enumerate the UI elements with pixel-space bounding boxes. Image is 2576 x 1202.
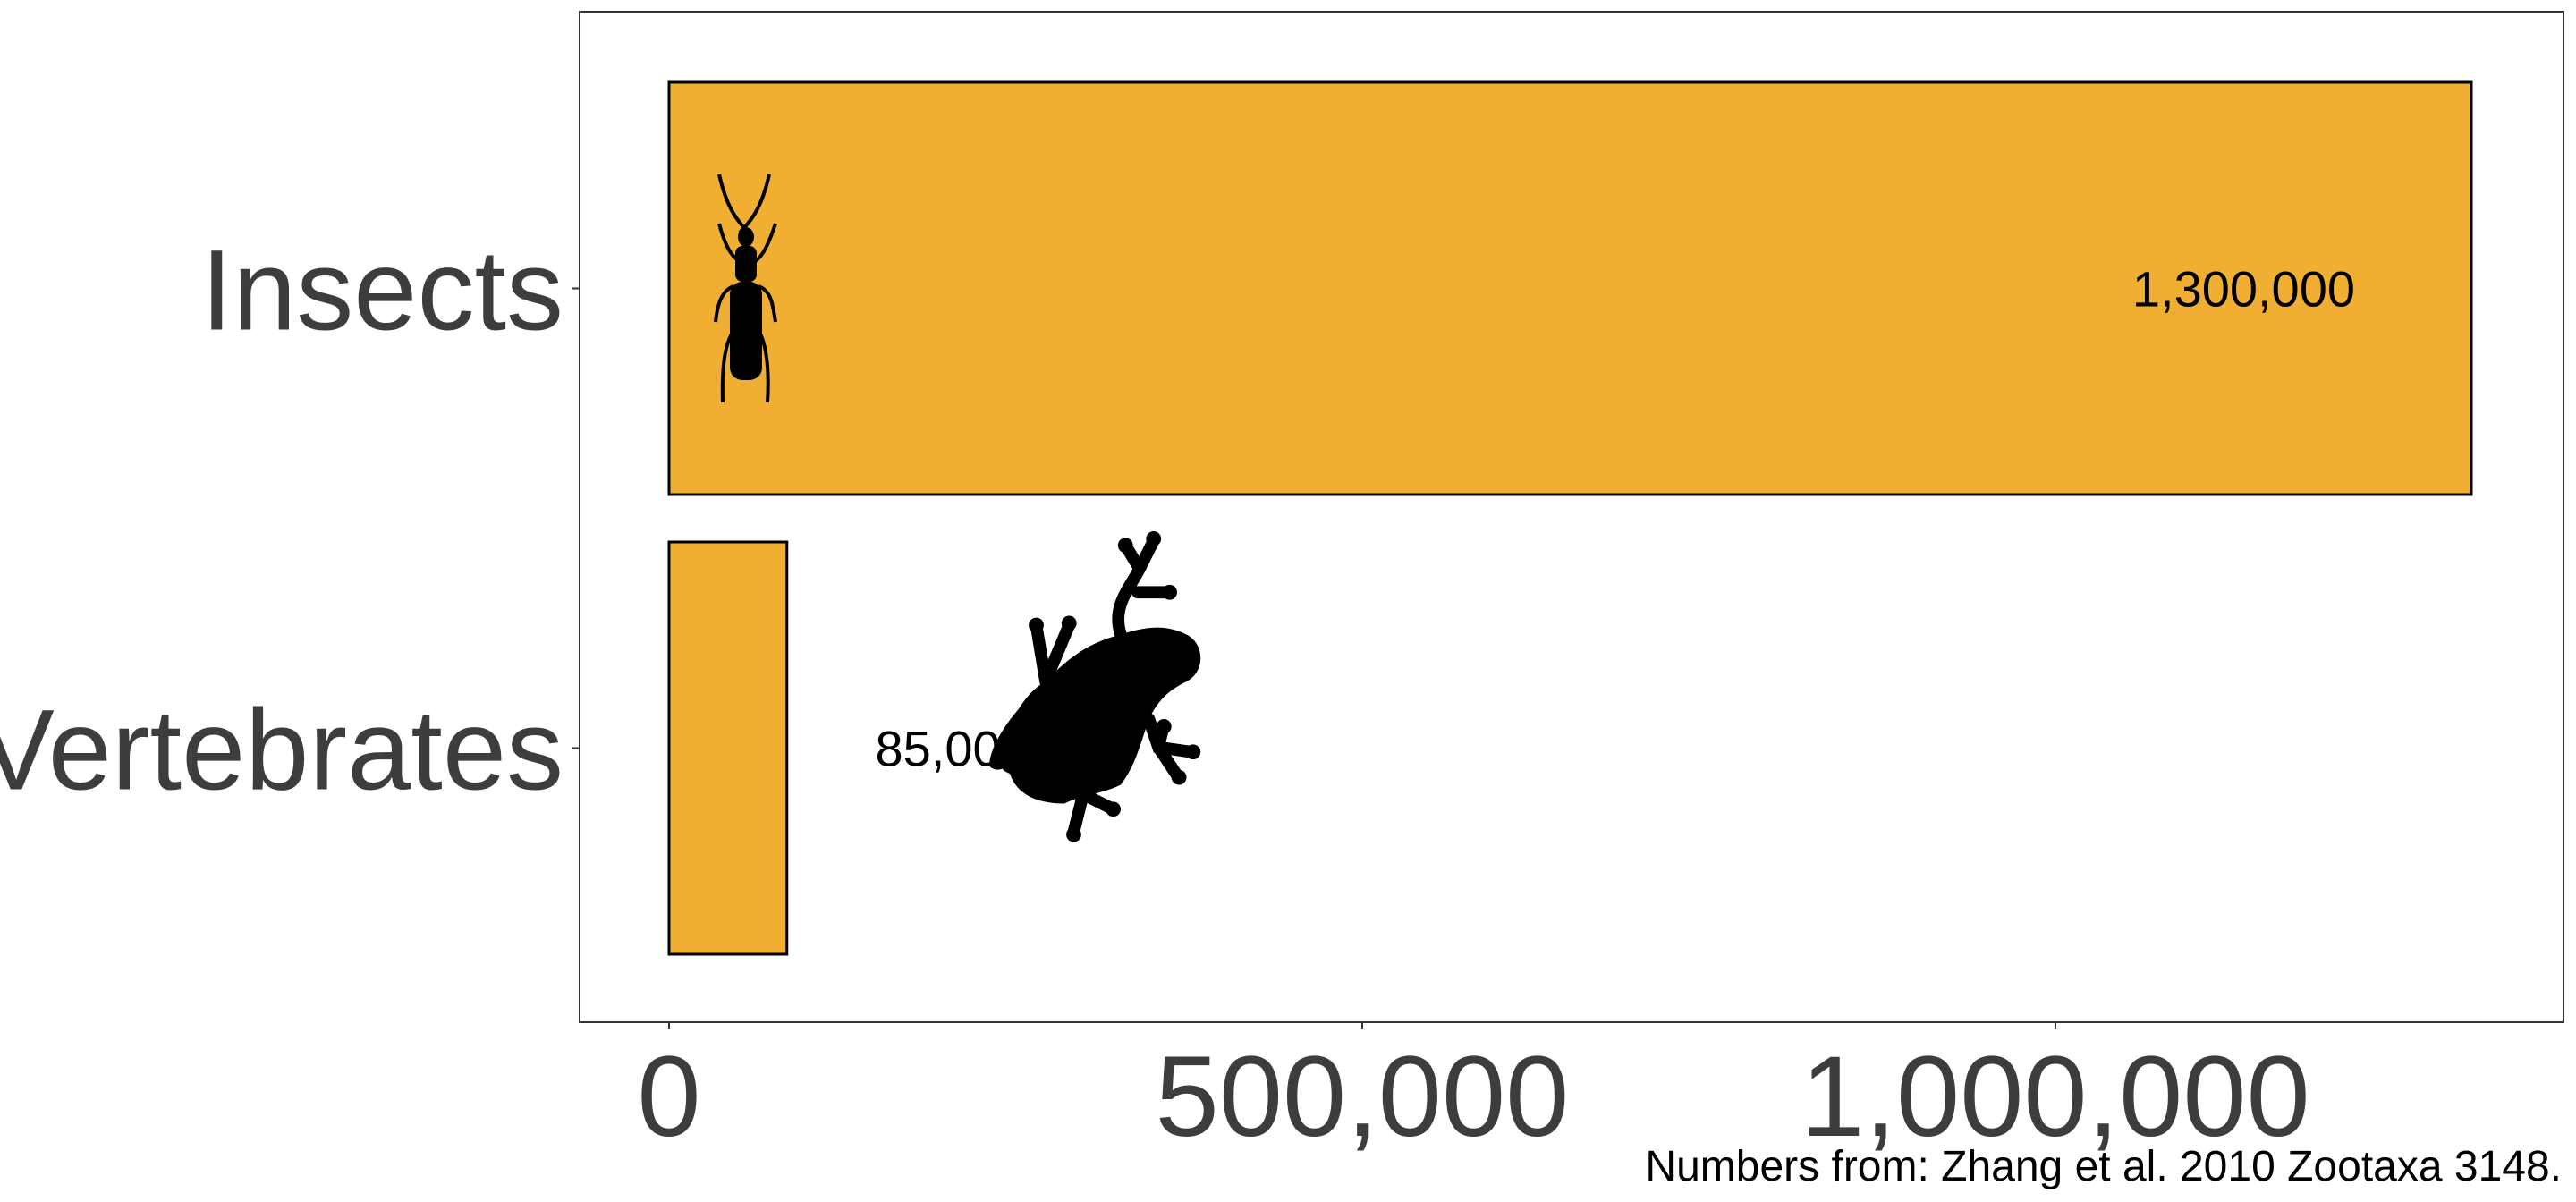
- beetle-icon: [714, 174, 777, 403]
- y-tick-label-vertebrates: Vertebrates: [0, 687, 564, 815]
- data-label-insects: 1,300,000: [2132, 261, 2355, 317]
- frog-icon: [989, 531, 1201, 842]
- x-tick-label: 1,000,000: [1801, 1033, 2309, 1161]
- bar-insects: [667, 80, 2473, 496]
- x-tick-label: 500,000: [1156, 1033, 1570, 1161]
- bar-vertebrates: [667, 540, 789, 956]
- y-tick-label-insects: Insects: [201, 227, 564, 355]
- caption: Numbers from: Zhang et al. 2010 Zootaxa …: [1645, 1143, 2562, 1190]
- x-tick-label: 0: [637, 1033, 700, 1161]
